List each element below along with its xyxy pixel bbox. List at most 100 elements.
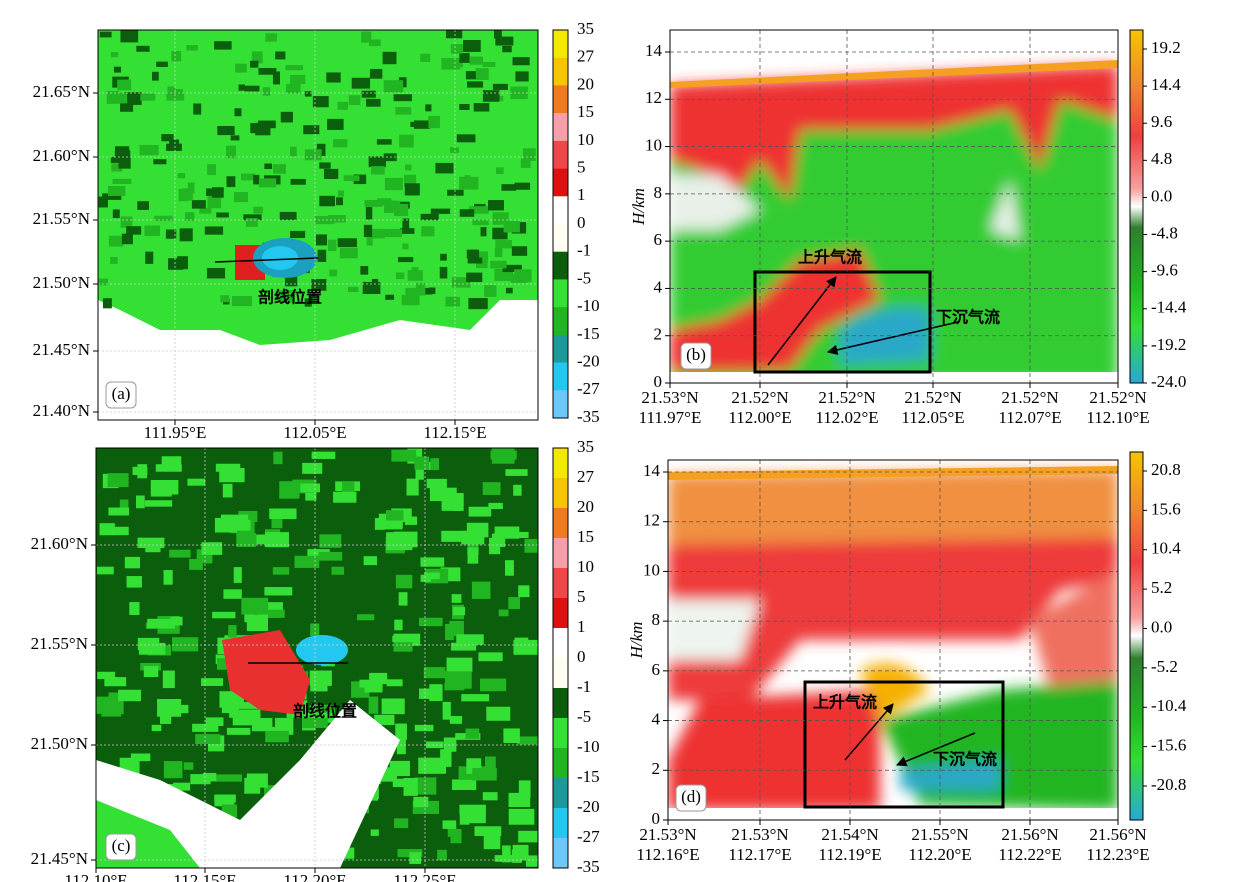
cell <box>216 212 229 218</box>
cell <box>102 193 122 200</box>
cell <box>437 849 447 861</box>
cell <box>233 192 249 203</box>
cell <box>488 200 504 211</box>
colorbar-label: -27 <box>577 379 600 398</box>
cell <box>368 39 381 47</box>
cell <box>234 108 242 117</box>
colorbar-label: -27 <box>577 827 600 846</box>
cell <box>167 86 176 95</box>
colorbar-bin <box>553 838 568 869</box>
cell <box>186 44 198 51</box>
cell <box>253 174 260 185</box>
cell <box>246 615 268 632</box>
cell <box>376 139 392 145</box>
y-tick-label: 21.45°N <box>33 340 90 359</box>
cell <box>420 53 431 62</box>
cell <box>374 518 385 530</box>
cell <box>360 266 369 275</box>
cell <box>445 623 454 640</box>
cell <box>217 658 231 670</box>
cell <box>191 200 206 209</box>
cell <box>120 102 134 112</box>
cell <box>110 698 124 715</box>
cell <box>467 547 479 564</box>
cell <box>403 777 418 796</box>
y-tick-label: 21.60°N <box>33 146 90 165</box>
cell <box>508 808 535 825</box>
y-tick-label: 6 <box>654 230 663 249</box>
colorbar-bin <box>553 362 568 391</box>
cell <box>392 635 402 642</box>
cell <box>300 483 320 493</box>
label-box <box>105 381 137 409</box>
cell <box>165 229 177 239</box>
cell <box>361 90 376 98</box>
cell <box>395 272 405 280</box>
x-tick-label: 112.15°E <box>423 423 486 442</box>
cell <box>235 63 247 73</box>
colorbar-frame <box>552 29 569 419</box>
panel-label: (c) <box>112 836 131 855</box>
cell <box>290 230 306 239</box>
x-tick-lon: 112.22°E <box>998 845 1061 864</box>
cell <box>472 768 497 781</box>
annotation: 下沉气流 <box>933 750 997 769</box>
cell <box>494 855 516 862</box>
cell <box>153 159 167 165</box>
cell <box>147 618 176 629</box>
cell <box>459 814 470 825</box>
y-axis-label: H/km <box>627 622 646 660</box>
colorbar-label: -1 <box>577 241 591 260</box>
y-tick-label: 12 <box>645 88 662 107</box>
cell <box>361 31 372 43</box>
cell <box>268 609 285 618</box>
cell <box>206 268 226 279</box>
cell <box>201 542 223 555</box>
cell <box>419 617 443 627</box>
cell <box>371 166 385 175</box>
cell <box>385 510 404 521</box>
cell <box>319 534 342 548</box>
colorbar-label: -5 <box>577 268 591 287</box>
y-tick-label: 21.50°N <box>33 273 90 292</box>
colorbar-bin <box>553 113 568 142</box>
cell <box>505 287 513 294</box>
cell <box>143 665 159 678</box>
cell <box>290 74 306 85</box>
y-tick-label: 0 <box>654 372 663 391</box>
cell <box>258 67 277 75</box>
cell <box>98 278 109 286</box>
cell <box>466 272 483 282</box>
x-tick-lon: 112.17°E <box>728 845 791 864</box>
cell <box>310 677 328 692</box>
cell <box>368 156 386 168</box>
cell <box>482 90 500 102</box>
y-tick-label: 2 <box>654 325 663 344</box>
colorbar <box>1129 451 1144 821</box>
annotation: 下沉气流 <box>936 308 1000 327</box>
cell <box>305 492 317 501</box>
cell <box>124 556 141 569</box>
cell <box>144 225 161 236</box>
cell <box>279 211 297 221</box>
panel-label: (b) <box>686 345 706 364</box>
x-tick-lon: 112.00°E <box>728 408 791 427</box>
x-tick-lon: 112.23°E <box>1086 845 1149 864</box>
colorbar-bin <box>553 168 568 197</box>
x-tick-lat: 21.53°N <box>731 825 788 844</box>
cell <box>498 609 509 617</box>
colorbar-label: -15.6 <box>1151 736 1186 755</box>
colorbar-bin <box>553 748 568 779</box>
cell <box>118 155 131 169</box>
cell <box>368 696 379 714</box>
colorbar-label: 27 <box>577 47 595 66</box>
colorbar-bin <box>553 718 568 749</box>
y-tick-label: 21.60°N <box>31 534 88 553</box>
colorbar-bin <box>553 568 568 599</box>
cell <box>121 233 133 245</box>
cell <box>524 539 538 553</box>
cell <box>468 506 492 517</box>
cell <box>307 549 330 559</box>
cell <box>423 667 446 679</box>
cell <box>374 714 395 726</box>
